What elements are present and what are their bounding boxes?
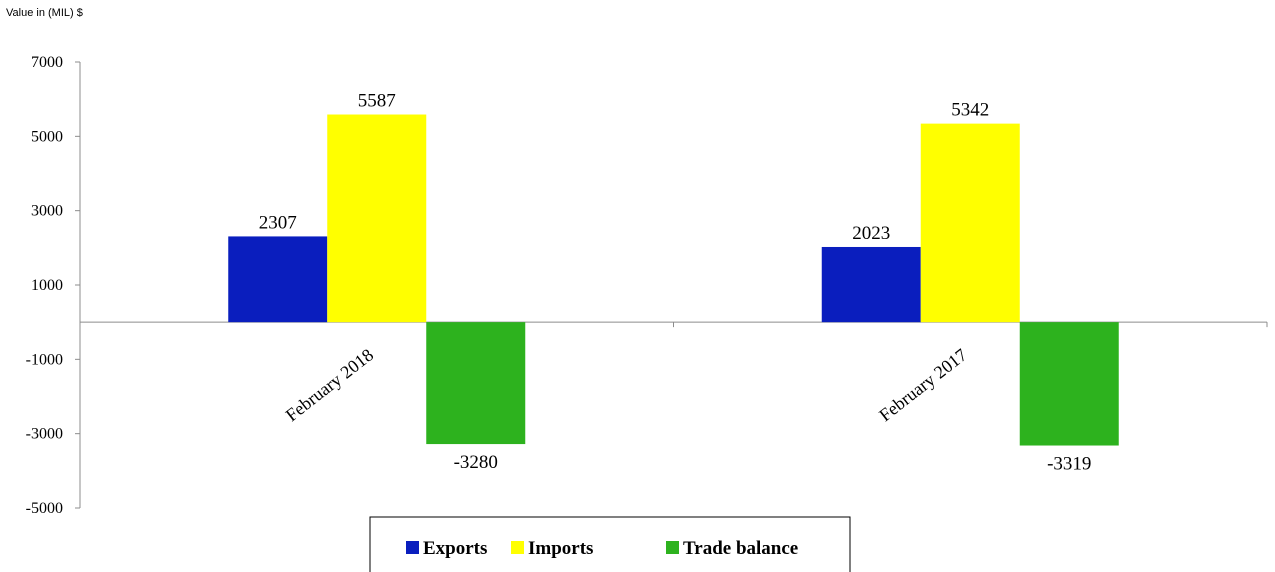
bar-trade-balance (426, 322, 526, 445)
legend-entry: Exports (423, 538, 487, 559)
legend-swatch (406, 541, 419, 554)
data-label: 2023 (852, 223, 890, 244)
y-tick-label: 1000 (31, 277, 63, 294)
y-tick-label: -5000 (26, 500, 63, 517)
y-unit-label: Value in (MIL) $ (6, 7, 83, 19)
bar-imports (920, 123, 1020, 323)
bar-imports (327, 114, 427, 323)
x-category-label: February 2018 (282, 345, 377, 426)
y-tick-label: 5000 (31, 128, 63, 145)
y-tick-label: -1000 (26, 351, 63, 368)
legend-swatch (511, 541, 524, 554)
data-label: -3319 (1047, 454, 1091, 475)
legend-entry: Trade balance (683, 538, 798, 559)
bars (228, 114, 1119, 446)
y-tick-label: -3000 (26, 426, 63, 443)
data-label: 2307 (259, 212, 297, 233)
data-label: 5342 (951, 100, 989, 121)
legend-box (369, 516, 851, 572)
y-tick-label: 3000 (31, 203, 63, 220)
legend-entry: Imports (528, 538, 593, 559)
axes: 7000 5000 3000 1000 -1000 -3000 -5000 (26, 54, 1268, 517)
legend: Exports Imports Trade balance (369, 516, 851, 572)
bar-exports (821, 246, 921, 323)
x-category-label: February 2017 (875, 345, 970, 426)
data-label: 5587 (358, 91, 396, 112)
data-label: -3280 (454, 452, 498, 473)
y-tick-label: 7000 (31, 54, 63, 71)
legend-swatch (666, 541, 679, 554)
bar-exports (228, 236, 328, 323)
bar-trade-balance (1019, 322, 1119, 446)
